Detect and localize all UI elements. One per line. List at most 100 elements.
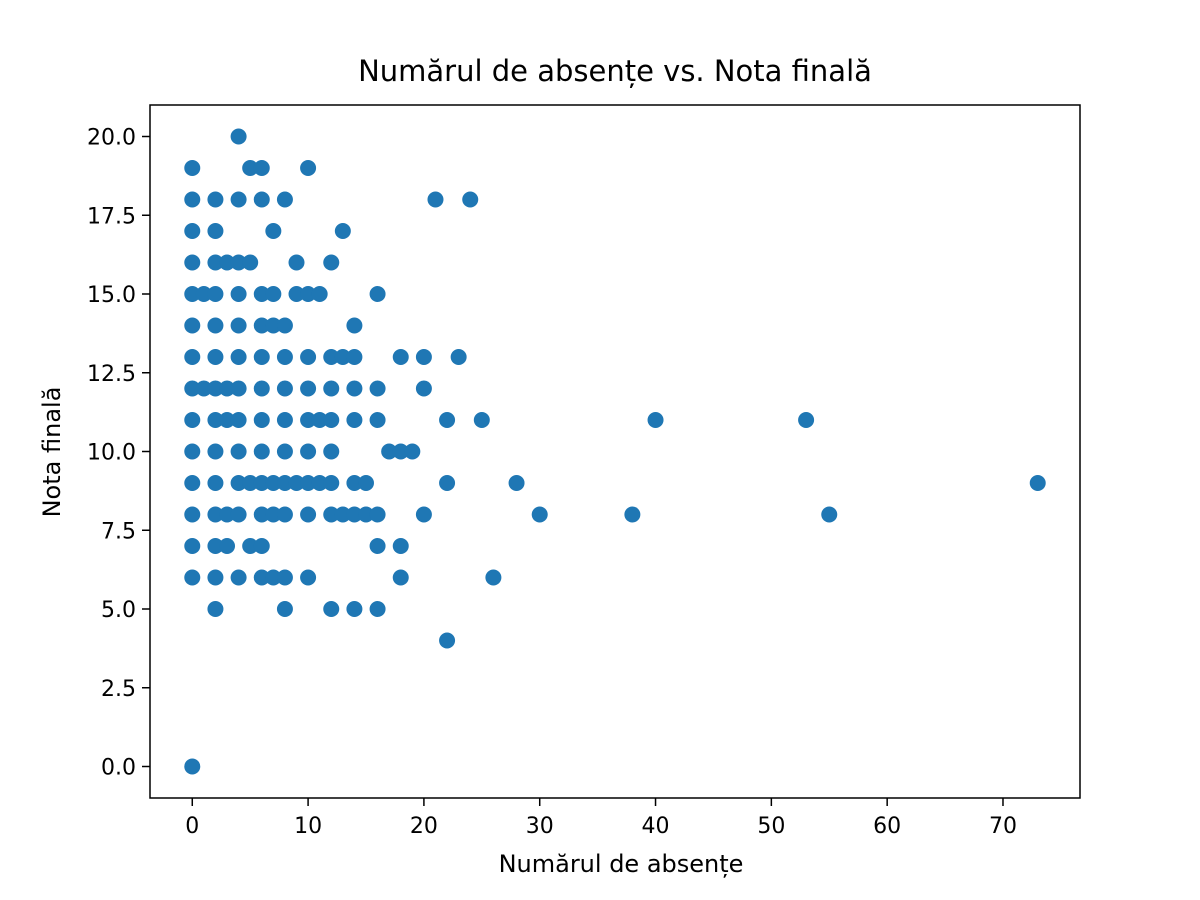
point bbox=[323, 412, 340, 428]
point bbox=[311, 475, 328, 491]
point bbox=[323, 601, 340, 617]
point bbox=[253, 349, 270, 365]
y-tick-label: 5.0 bbox=[101, 598, 136, 623]
point bbox=[381, 443, 398, 460]
point bbox=[821, 506, 838, 523]
point bbox=[184, 317, 201, 334]
point bbox=[219, 380, 236, 397]
point bbox=[346, 475, 363, 491]
point bbox=[311, 286, 328, 302]
point bbox=[369, 601, 386, 617]
point bbox=[624, 506, 641, 523]
x-axis-label: Numărul de absențe bbox=[499, 850, 744, 878]
point bbox=[207, 443, 224, 460]
x-tick-label: 20 bbox=[410, 814, 438, 839]
x-tick-label: 10 bbox=[294, 814, 322, 839]
point bbox=[276, 349, 293, 365]
point bbox=[253, 191, 270, 208]
point bbox=[346, 380, 363, 397]
point bbox=[230, 412, 247, 428]
point bbox=[207, 191, 224, 208]
point bbox=[357, 506, 374, 523]
point bbox=[184, 569, 201, 586]
point bbox=[300, 380, 317, 397]
point bbox=[253, 160, 270, 176]
point bbox=[334, 349, 351, 365]
point bbox=[427, 191, 444, 208]
point bbox=[230, 128, 247, 145]
point bbox=[415, 380, 432, 397]
point bbox=[207, 317, 224, 334]
point bbox=[184, 443, 201, 460]
point bbox=[265, 569, 282, 586]
point bbox=[219, 412, 236, 428]
point bbox=[230, 475, 247, 491]
point bbox=[207, 569, 224, 586]
point bbox=[230, 191, 247, 208]
chart-title: Numărul de absențe vs. Nota finală bbox=[358, 54, 872, 88]
point bbox=[369, 506, 386, 523]
point bbox=[357, 475, 374, 491]
point bbox=[323, 506, 340, 523]
point bbox=[230, 506, 247, 523]
point bbox=[242, 538, 259, 554]
point bbox=[207, 349, 224, 365]
point bbox=[242, 160, 259, 176]
point bbox=[207, 223, 224, 239]
y-tick-label: 10.0 bbox=[87, 441, 136, 466]
point bbox=[439, 412, 456, 428]
point bbox=[253, 412, 270, 428]
point bbox=[323, 380, 340, 397]
point bbox=[207, 601, 224, 617]
point bbox=[531, 506, 548, 523]
point bbox=[392, 569, 409, 586]
point bbox=[265, 506, 282, 523]
point bbox=[415, 349, 432, 365]
point bbox=[265, 223, 282, 239]
y-tick-label: 7.5 bbox=[101, 519, 136, 544]
point bbox=[184, 254, 201, 271]
point bbox=[462, 191, 479, 208]
x-tick-label: 50 bbox=[757, 814, 785, 839]
point bbox=[300, 286, 317, 302]
point bbox=[346, 317, 363, 334]
point bbox=[230, 569, 247, 586]
point bbox=[219, 254, 236, 271]
point bbox=[219, 538, 236, 554]
y-axis-label: Nota finală bbox=[38, 387, 66, 518]
point bbox=[323, 443, 340, 460]
point bbox=[184, 412, 201, 428]
point bbox=[311, 412, 328, 428]
point bbox=[253, 538, 270, 554]
point bbox=[276, 317, 293, 334]
x-tick-label: 30 bbox=[526, 814, 554, 839]
point bbox=[323, 475, 340, 491]
point bbox=[300, 475, 317, 491]
point bbox=[207, 506, 224, 523]
y-tick-label: 2.5 bbox=[101, 677, 136, 702]
point bbox=[323, 254, 340, 271]
point bbox=[207, 412, 224, 428]
point bbox=[276, 380, 293, 397]
point bbox=[404, 443, 421, 460]
point bbox=[253, 317, 270, 334]
point bbox=[485, 569, 502, 586]
point bbox=[647, 412, 664, 428]
x-tick-label: 70 bbox=[989, 814, 1017, 839]
point bbox=[276, 506, 293, 523]
point bbox=[415, 506, 432, 523]
point bbox=[184, 538, 201, 554]
point bbox=[230, 349, 247, 365]
point bbox=[450, 349, 467, 365]
x-tick-label: 40 bbox=[642, 814, 670, 839]
point bbox=[288, 475, 305, 491]
point bbox=[334, 223, 351, 239]
point bbox=[276, 601, 293, 617]
y-tick-label: 17.5 bbox=[87, 204, 136, 229]
point bbox=[288, 254, 305, 271]
point bbox=[276, 191, 293, 208]
point bbox=[184, 758, 201, 775]
point bbox=[207, 538, 224, 554]
point bbox=[1029, 475, 1046, 491]
